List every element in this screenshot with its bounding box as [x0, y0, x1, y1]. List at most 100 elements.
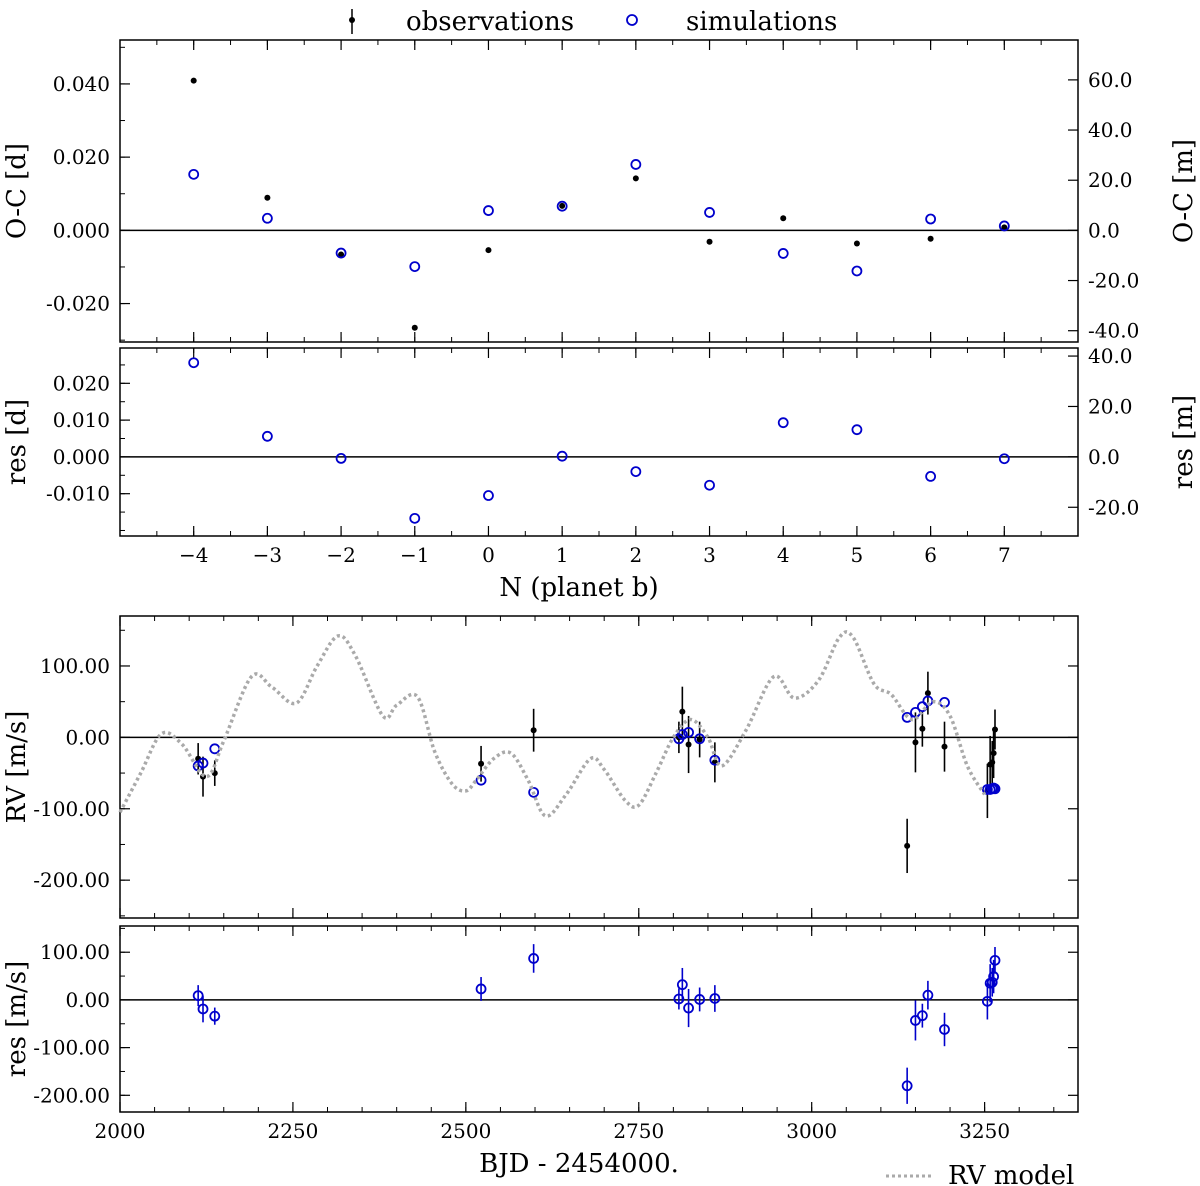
oc_residual_panel-xtick-label: 3: [703, 543, 716, 567]
legend-simulations-marker: [626, 14, 638, 26]
rv_residual_panel-sim-point: [986, 976, 998, 988]
oc_panel-obs-point: [780, 215, 787, 222]
oc_panel-ytick-label: 0.040: [53, 72, 110, 96]
rv_residual_panel-sim-point: [981, 995, 993, 1007]
rv_residual_panel-sim-point: [209, 1010, 221, 1022]
rv_panel-obs-point: [679, 708, 686, 715]
oc_panel-obs-point: [927, 235, 934, 242]
oc_residual_panel-xtick-label: −1: [400, 543, 429, 567]
oc_panel-sim-point: [777, 248, 789, 259]
oc_panel-ylabel-right: O-C [m]: [1169, 139, 1199, 243]
rv_residual_panel-xtick-label: 3250: [959, 1119, 1010, 1143]
oc_residual_panel-ytick-right-label: -20.0: [1088, 495, 1139, 519]
oc_residual_panel-sim-point: [925, 470, 937, 482]
rv_panel-obs-point: [685, 741, 692, 748]
rv_residual_panel-sim-point: [988, 971, 1000, 982]
rv_residual_panel-sim-point: [694, 994, 706, 1005]
legend: observations simulations RV model: [349, 7, 1074, 1186]
oc_panel-sim-point: [483, 205, 494, 216]
rv_residual_panel-sim-point: [475, 983, 487, 995]
oc_residual_panel-xtick-label: 7: [998, 543, 1011, 567]
oc_panel-ylabel: O-C [d]: [2, 143, 32, 239]
oc_residual_panel-xtick-label: 0: [482, 543, 495, 567]
rv_panel-frame: [119, 615, 1079, 919]
rv_panel-sim-point: [709, 754, 721, 766]
rv_residual_panel-ylabel: res [m/s]: [2, 961, 32, 1077]
rv_residual_panel-sim-point: [673, 993, 685, 1005]
oc_panel-obs-point: [264, 194, 271, 201]
legend-observations-marker: [349, 17, 355, 23]
oc_panel-obs-point: [485, 247, 492, 254]
oc_panel-frame: [119, 39, 1079, 343]
oc_panel-ytick-label: 0.020: [53, 145, 110, 169]
oc_panel-obs-point: [190, 77, 197, 84]
oc_panel-sim-point: [556, 200, 568, 212]
rv_residual_panel-sim-point: [922, 989, 934, 1001]
oc_panel-ytick-right-label: -40.0: [1088, 319, 1139, 343]
oc_residual_panel-sim-point: [998, 453, 1010, 465]
oc_residual_panel-sim-point: [188, 357, 200, 369]
oc_panel-obs-point: [338, 251, 345, 258]
rv_residual_panel-frame: [119, 925, 1079, 1113]
oc_panel-sim-point: [409, 261, 421, 272]
oc_panel-obs-point: [559, 202, 566, 209]
rv_panel-sim-point: [901, 711, 913, 723]
rv_panel-sim-point: [528, 786, 540, 798]
rv_panel-obs-point: [696, 736, 703, 743]
rv_residual_panel-xtick-label: 2000: [95, 1119, 146, 1143]
oc_panel-sim-point: [925, 213, 937, 225]
oc_residual_panel-ytick-label: -0.010: [46, 482, 110, 506]
oc_panel-obs-point: [706, 238, 713, 245]
rv_panel-obs-point: [478, 760, 485, 767]
rv_panel-ytick-label: -200.00: [33, 868, 110, 892]
rv_residual_panel-xtick-label: 2750: [613, 1119, 664, 1143]
rv_residual_panel-ytick-label: 100.00: [40, 940, 110, 964]
rv_panel-ytick-label: 0.00: [65, 725, 110, 749]
oc_residual_panel-ytick-right-label: 40.0: [1088, 344, 1133, 368]
oc_panel-obs-point: [853, 240, 860, 247]
rv_residual_panel-xtick-label: 3000: [786, 1119, 837, 1143]
rv_residual_panel-sim-point: [709, 993, 721, 1004]
oc_panel-ytick-right-label: 20.0: [1088, 168, 1133, 192]
oc_panel-ytick-label: -0.020: [46, 292, 110, 316]
rv_residual_panel-sim-point: [916, 1010, 928, 1022]
oc_residual_panel-xtick-label: −3: [253, 543, 282, 567]
oc_panel-sim-point: [704, 207, 715, 218]
oc_residual_panel-sim-point: [409, 512, 421, 524]
oc_residual_panel-ytick-label: 0.000: [53, 445, 110, 469]
oc_panel-ytick-right-label: 0.0: [1088, 218, 1120, 242]
rv_panel-obs-point: [530, 727, 537, 734]
rv_residual_panel-ytick-label: 0.00: [65, 988, 110, 1012]
panels: 0.0400.0200.000-0.02060.040.020.00.0-20.…: [2, 39, 1199, 1179]
oc_residual_panel-xtick-label: 5: [851, 543, 864, 567]
legend-simulations-label: simulations: [686, 7, 837, 37]
oc_residual_panel-sim-point: [851, 424, 863, 436]
oc_residual_panel-xtick-label: 2: [629, 543, 642, 567]
rv_panel: 100.00 0.00 -100.00 -200.00 RV [m/s]: [2, 615, 1079, 919]
rv_panel-sim-point: [922, 695, 934, 707]
rv_residual_panel: 100.00 0.00 -100.00 -200.00 2000 2250 2500 2750…: [2, 925, 1079, 1179]
oc_residual_panel-ytick-label: 0.010: [53, 408, 110, 432]
oc_panel-sim-point: [998, 220, 1010, 232]
oc_residual_panel-ytick-right-label: 20.0: [1088, 394, 1133, 418]
rv_panel-ytick-label: -100.00: [33, 797, 110, 821]
oc_panel-obs-point: [632, 175, 639, 182]
rv_panel-obs-point: [990, 750, 997, 757]
oc_residual_panel-ytick-right-label: 0.0: [1088, 445, 1120, 469]
oc_panel-sim-point: [188, 168, 200, 180]
rv_panel-sim-point: [475, 774, 487, 786]
oc_residual_panel-ylabel: res [d]: [2, 399, 32, 485]
rv_panel-ylabel: RV [m/s]: [2, 711, 32, 824]
rv_panel-obs-point: [924, 690, 931, 697]
oc_panel-sim-point: [335, 247, 347, 259]
legend-observations-label: observations: [406, 7, 574, 37]
oc_panel-obs-point: [411, 324, 418, 331]
oc_residual_panel-sim-point: [630, 466, 642, 478]
rv_panel-obs-point: [912, 739, 919, 746]
rv_residual_panel-ytick-label: -100.00: [33, 1036, 110, 1060]
oc_panel-obs-point: [1001, 224, 1008, 231]
rv_residual_panel-sim-point: [901, 1080, 913, 1092]
rv_residual_panel-sim-point: [939, 1024, 950, 1035]
oc_panel-sim-point: [261, 212, 273, 224]
